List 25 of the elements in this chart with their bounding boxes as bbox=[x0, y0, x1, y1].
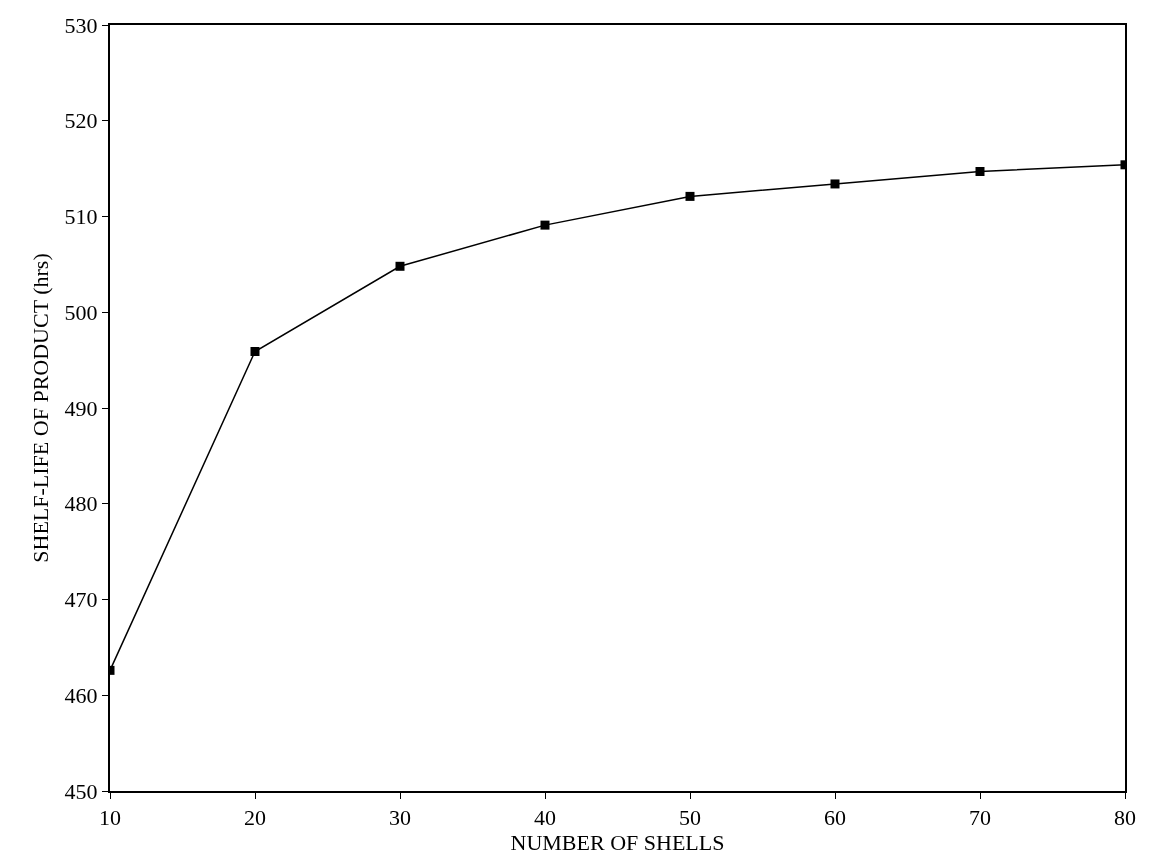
point bbox=[540, 220, 550, 230]
y-tick-label: 510 bbox=[64, 204, 98, 230]
y-tick-label: 490 bbox=[64, 395, 98, 421]
point bbox=[830, 179, 840, 189]
y-tick-label: 450 bbox=[64, 778, 98, 804]
y-tick-label: 500 bbox=[64, 299, 98, 325]
point bbox=[250, 347, 260, 357]
x-tick-label: 30 bbox=[389, 805, 411, 831]
x-tick-label: 50 bbox=[679, 805, 701, 831]
y-axis-title: SHELF-LIFE OF PRODUCT (hrs) bbox=[27, 253, 53, 563]
x-tick-label: 60 bbox=[824, 805, 846, 831]
y-tick-label: 470 bbox=[64, 587, 98, 613]
x-tick-label: 20 bbox=[244, 805, 266, 831]
x-axis-title: NUMBER OF SHELLS bbox=[510, 830, 725, 856]
x-tick-label: 80 bbox=[1114, 805, 1136, 831]
point bbox=[395, 261, 405, 271]
x-tick-label: 40 bbox=[534, 805, 556, 831]
x-tick-label: 10 bbox=[99, 805, 121, 831]
y-tick-label: 460 bbox=[64, 682, 98, 708]
point bbox=[685, 191, 695, 201]
x-tick-label: 70 bbox=[969, 805, 991, 831]
y-tick-label: 480 bbox=[64, 491, 98, 517]
y-tick-label: 530 bbox=[64, 12, 98, 38]
point bbox=[975, 167, 985, 176]
y-tick-label: 520 bbox=[64, 108, 98, 134]
